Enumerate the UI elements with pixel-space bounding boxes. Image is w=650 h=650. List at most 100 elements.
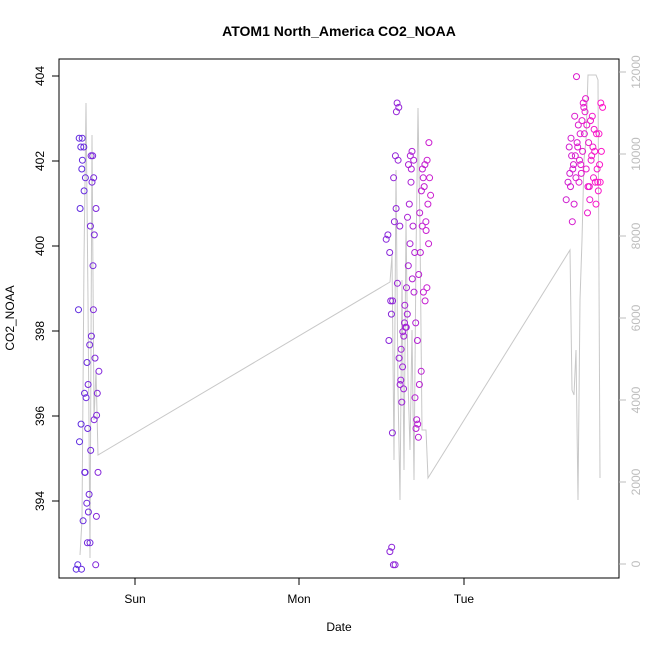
- data-point: [390, 174, 398, 182]
- data-point: [390, 218, 398, 226]
- x-axis-label: Date: [326, 620, 352, 634]
- data-point: [399, 363, 407, 371]
- data-point: [424, 200, 432, 208]
- data-point: [573, 73, 580, 81]
- data-point: [425, 139, 433, 147]
- y-tick-label: 400: [33, 236, 47, 256]
- data-point: [415, 271, 423, 278]
- data-point: [86, 341, 94, 349]
- data-point: [388, 429, 396, 437]
- data-point: [594, 187, 602, 195]
- data-point: [77, 420, 85, 428]
- data-point: [78, 565, 85, 573]
- data-point: [387, 297, 395, 305]
- data-point: [87, 332, 95, 340]
- data-point: [388, 543, 396, 551]
- data-point: [592, 200, 600, 208]
- data-point: [579, 99, 587, 107]
- y-right-tick-label: 4000: [629, 386, 643, 413]
- data-point: [567, 183, 574, 191]
- data-point: [414, 433, 422, 441]
- data-point: [405, 161, 412, 169]
- data-point: [571, 112, 579, 120]
- data-point: [392, 205, 400, 212]
- x-tick-label: Mon: [287, 592, 310, 606]
- data-point: [402, 323, 409, 331]
- data-point: [93, 389, 101, 397]
- data-point: [392, 108, 400, 116]
- y-axis-right: 0 2000 4000 6000 8000 10000 12000: [619, 55, 643, 567]
- data-point: [84, 425, 92, 432]
- data-point: [72, 565, 80, 573]
- data-point: [590, 174, 597, 182]
- data-point: [90, 174, 98, 182]
- data-point: [393, 279, 401, 287]
- data-point: [88, 178, 96, 186]
- data-point: [416, 209, 424, 217]
- data-point: [84, 381, 92, 388]
- data-point: [591, 178, 599, 186]
- data-point: [581, 108, 589, 116]
- data-point: [578, 117, 586, 125]
- data-point: [80, 143, 88, 151]
- data-point: [408, 147, 416, 155]
- data-point: [420, 183, 428, 191]
- secondary-series-line-path: [79, 74, 601, 559]
- data-point: [401, 301, 409, 309]
- data-point: [408, 275, 416, 283]
- data-point: [589, 143, 597, 151]
- data-point: [411, 249, 419, 256]
- data-point: [577, 169, 585, 177]
- data-point: [406, 240, 414, 248]
- data-point: [86, 222, 94, 230]
- data-point: [596, 178, 604, 186]
- data-point: [81, 389, 88, 397]
- y-right-tick-label: 2000: [629, 468, 643, 495]
- data-point: [587, 117, 594, 125]
- data-point: [395, 354, 403, 362]
- data-point: [585, 183, 593, 191]
- y-right-tick-label: 8000: [629, 222, 643, 249]
- data-point: [389, 297, 397, 305]
- y-right-tick-label: 6000: [629, 304, 643, 331]
- data-point: [384, 231, 392, 239]
- data-point: [596, 161, 604, 169]
- data-points-layer: [72, 73, 607, 573]
- data-point: [587, 156, 595, 164]
- data-point: [397, 376, 405, 384]
- data-point: [568, 152, 576, 160]
- data-point: [576, 130, 584, 138]
- data-point: [80, 187, 88, 195]
- y-right-tick-label: 10000: [629, 137, 643, 171]
- data-point: [79, 517, 87, 525]
- plot-frame: [58, 58, 620, 579]
- data-point: [92, 205, 100, 212]
- data-point: [574, 143, 582, 151]
- data-point: [396, 222, 404, 230]
- data-point: [410, 156, 418, 164]
- data-point: [409, 222, 417, 230]
- y-axis-left: 394 396 398 400 402 404: [33, 66, 59, 511]
- data-point: [400, 385, 408, 393]
- x-tick-label: Tue: [454, 592, 475, 606]
- data-point: [400, 332, 408, 340]
- data-point: [568, 218, 576, 226]
- data-point: [89, 152, 97, 160]
- data-point: [582, 165, 590, 173]
- data-point: [84, 508, 92, 516]
- data-point: [426, 174, 434, 182]
- data-point: [81, 174, 89, 182]
- data-point: [81, 468, 89, 476]
- data-point: [76, 438, 83, 446]
- data-point: [588, 152, 596, 160]
- y-tick-label: 402: [33, 151, 47, 171]
- data-point: [569, 165, 577, 173]
- data-point: [90, 231, 98, 239]
- data-point: [387, 310, 395, 318]
- data-point: [401, 319, 408, 327]
- data-point: [391, 152, 399, 160]
- data-point: [583, 121, 591, 129]
- data-point: [92, 561, 100, 569]
- data-point: [591, 147, 599, 155]
- data-point: [407, 178, 415, 186]
